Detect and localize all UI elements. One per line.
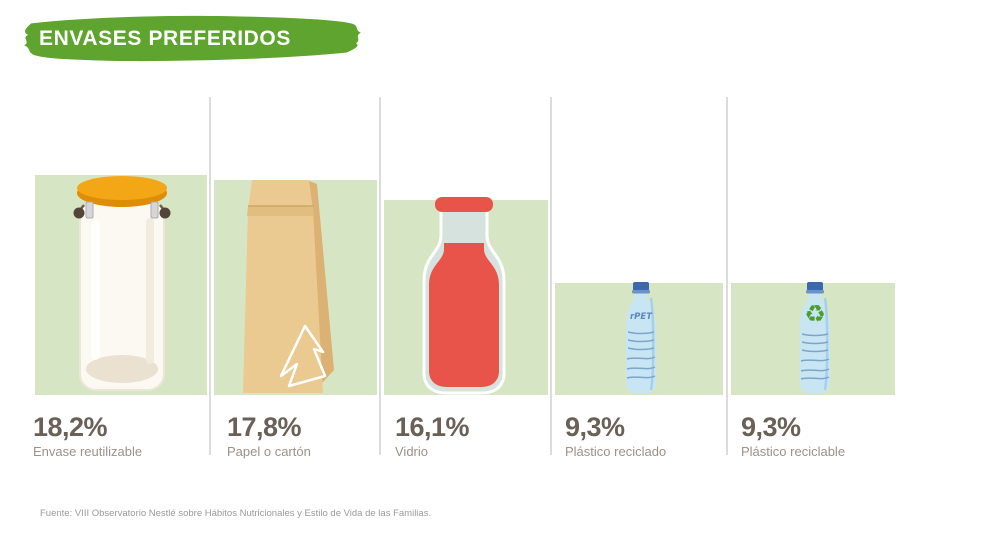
page-title: ENVASES PREFERIDOS <box>39 27 291 50</box>
value-label: 17,8% <box>227 412 302 442</box>
brush-stroke-icon <box>24 15 361 62</box>
value-label: 18,2% <box>33 412 108 442</box>
reusable-jar-icon <box>71 176 173 395</box>
value-label: 9,3% <box>565 412 625 442</box>
category-label: Papel o cartón <box>227 444 311 459</box>
recycled-plastic-bottle-icon: rPET <box>621 282 661 395</box>
column-divider <box>550 97 552 455</box>
title-banner: ENVASES PREFERIDOS <box>15 14 367 64</box>
value-label: 9,3% <box>741 412 801 442</box>
value-label: 16,1% <box>395 412 470 442</box>
source-note: Fuente: VIII Observatorio Nestlé sobre H… <box>40 508 432 519</box>
category-label: Envase reutilizable <box>33 444 143 459</box>
column-divider <box>726 97 728 455</box>
category-label: Plástico reciclado <box>565 444 667 459</box>
rpet-label: rPET <box>630 312 653 322</box>
column-divider <box>379 97 381 455</box>
category-label: Vidrio <box>395 444 429 459</box>
recycle-icon: ♻ <box>804 300 826 328</box>
column-divider <box>209 97 211 455</box>
recyclable-plastic-bottle-icon: ♻ <box>795 282 835 395</box>
category-label: Plástico reciclable <box>741 444 846 459</box>
glass-bottle-icon <box>420 197 508 396</box>
paper-bag-icon <box>237 180 337 395</box>
